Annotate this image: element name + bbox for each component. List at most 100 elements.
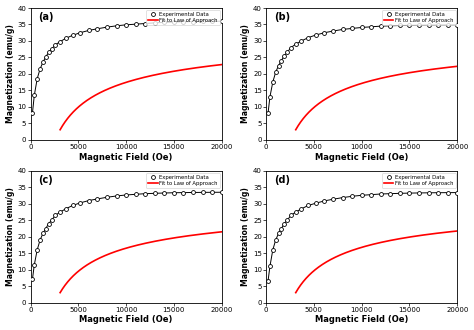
Fit to Law of Approach (388, 238, 394, 242)
Experimental Data (267, 264, 273, 268)
Experimental Data (368, 193, 374, 197)
Experimental Data (288, 46, 294, 50)
Fit to Law of Approach (293, 291, 299, 295)
Experimental Data (133, 22, 138, 26)
Experimental Data (37, 238, 43, 242)
Line: Experimental Data: Experimental Data (266, 23, 459, 115)
Experimental Data (63, 36, 69, 40)
Experimental Data (181, 20, 186, 24)
Line: Fit to Law of Approach: Fit to Law of Approach (296, 66, 457, 130)
Experimental Data (299, 207, 304, 211)
Experimental Data (171, 191, 177, 195)
Experimental Data (426, 23, 431, 27)
Fit to Law of Approach (401, 72, 406, 76)
Fit to Law of Approach (165, 237, 171, 241)
Experimental Data (270, 248, 276, 252)
Experimental Data (49, 47, 55, 51)
Experimental Data (53, 43, 58, 47)
Legend: Experimental Data, Fit to Law of Approach: Experimental Data, Fit to Law of Approac… (146, 10, 220, 25)
Experimental Data (282, 222, 287, 226)
Text: (b): (b) (274, 12, 290, 22)
Experimental Data (29, 111, 35, 115)
Fit to Law of Approach (401, 236, 406, 240)
Experimental Data (397, 23, 403, 27)
Experimental Data (330, 29, 336, 33)
Experimental Data (359, 193, 365, 197)
Fit to Law of Approach (99, 90, 104, 94)
Experimental Data (349, 194, 355, 198)
Experimental Data (388, 24, 393, 28)
Experimental Data (265, 111, 271, 115)
Experimental Data (284, 218, 290, 222)
Y-axis label: Magnetization (emu/g): Magnetization (emu/g) (241, 24, 250, 123)
Fit to Law of Approach (388, 74, 394, 78)
Experimental Data (142, 192, 148, 196)
Fit to Law of Approach (293, 128, 299, 132)
Experimental Data (407, 23, 412, 27)
Experimental Data (181, 191, 186, 195)
Experimental Data (267, 95, 273, 99)
Experimental Data (276, 64, 282, 68)
Experimental Data (63, 207, 69, 211)
Experimental Data (49, 218, 55, 222)
Experimental Data (305, 204, 311, 208)
X-axis label: Magnetic Field (Oe): Magnetic Field (Oe) (79, 315, 173, 324)
Fit to Law of Approach (335, 254, 340, 258)
Experimental Data (29, 278, 35, 281)
Experimental Data (313, 201, 319, 205)
Fit to Law of Approach (414, 69, 420, 73)
Experimental Data (162, 20, 167, 24)
Experimental Data (70, 33, 75, 37)
Experimental Data (279, 226, 284, 230)
Fit to Law of Approach (366, 244, 372, 248)
Experimental Data (293, 210, 299, 214)
Experimental Data (455, 191, 460, 195)
Experimental Data (209, 190, 215, 194)
Experimental Data (368, 25, 374, 29)
Experimental Data (171, 20, 177, 24)
Experimental Data (57, 210, 63, 214)
Y-axis label: Magnetization (emu/g): Magnetization (emu/g) (241, 187, 250, 286)
Experimental Data (53, 214, 58, 217)
Experimental Data (190, 19, 196, 23)
Line: Experimental Data: Experimental Data (266, 191, 459, 283)
Experimental Data (200, 190, 205, 194)
X-axis label: Magnetic Field (Oe): Magnetic Field (Oe) (79, 152, 173, 161)
Experimental Data (37, 67, 43, 71)
Experimental Data (57, 40, 63, 44)
Experimental Data (378, 192, 383, 196)
Experimental Data (330, 197, 336, 201)
Fit to Law of Approach (455, 229, 460, 233)
Experimental Data (445, 191, 451, 195)
Line: Experimental Data: Experimental Data (30, 190, 224, 281)
X-axis label: Magnetic Field (Oe): Magnetic Field (Oe) (315, 315, 409, 324)
Experimental Data (426, 191, 431, 195)
Experimental Data (152, 191, 157, 195)
Fit to Law of Approach (57, 128, 63, 132)
Experimental Data (455, 23, 460, 27)
Fit to Law of Approach (219, 63, 225, 67)
Y-axis label: Magnetization (emu/g): Magnetization (emu/g) (6, 24, 15, 123)
Experimental Data (321, 31, 327, 35)
Experimental Data (273, 238, 279, 242)
Experimental Data (114, 24, 119, 28)
Experimental Data (293, 42, 299, 46)
Experimental Data (142, 21, 148, 25)
Experimental Data (340, 196, 346, 200)
Experimental Data (321, 199, 327, 203)
Y-axis label: Magnetization (emu/g): Magnetization (emu/g) (6, 187, 15, 286)
Experimental Data (445, 23, 451, 27)
Experimental Data (305, 36, 311, 40)
Experimental Data (133, 192, 138, 196)
Experimental Data (40, 60, 46, 64)
Experimental Data (152, 21, 157, 25)
Fit to Law of Approach (414, 234, 420, 238)
Experimental Data (219, 19, 225, 23)
Experimental Data (279, 59, 284, 63)
Experimental Data (190, 190, 196, 194)
Fit to Law of Approach (57, 291, 63, 295)
Fit to Law of Approach (366, 79, 372, 83)
Fit to Law of Approach (321, 98, 327, 102)
Fit to Law of Approach (455, 64, 460, 68)
Fit to Law of Approach (86, 262, 91, 266)
